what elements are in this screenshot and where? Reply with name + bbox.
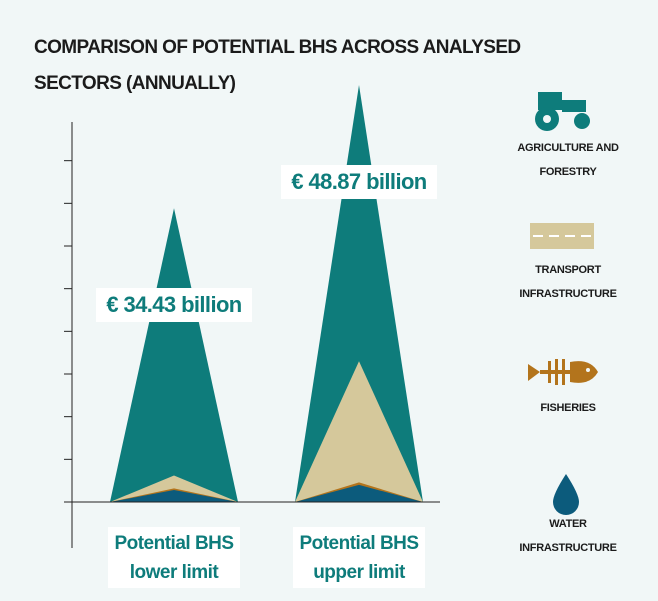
road-icon: [530, 223, 594, 249]
peak-segment: [110, 208, 238, 502]
peak-segment: [295, 361, 423, 502]
legend-label: TRANSPORT INFRASTRUCTURE: [519, 264, 617, 300]
drop-icon: [553, 474, 579, 515]
total-label: € 48.87 billion: [281, 164, 437, 199]
legend-label: AGRICULTURE AND FORESTRY: [517, 142, 619, 178]
fish-icon: [528, 359, 598, 385]
tractor-icon: [535, 92, 590, 131]
peak-segment: [295, 84, 423, 502]
peak-segment: [295, 484, 423, 502]
x-tick-label: Potential BHS lower limit: [108, 527, 240, 588]
x-tick-label: Potential BHS upper limit: [293, 527, 425, 588]
chart-title: COMPARISON OF POTENTIAL BHS ACROSS ANALY…: [34, 37, 521, 94]
total-label: € 34.43 billion: [96, 288, 252, 323]
legend-label: FISHERIES: [540, 402, 596, 414]
peak-segment: [110, 490, 238, 502]
legend-label: WATER INFRASTRUCTURE: [519, 518, 617, 554]
